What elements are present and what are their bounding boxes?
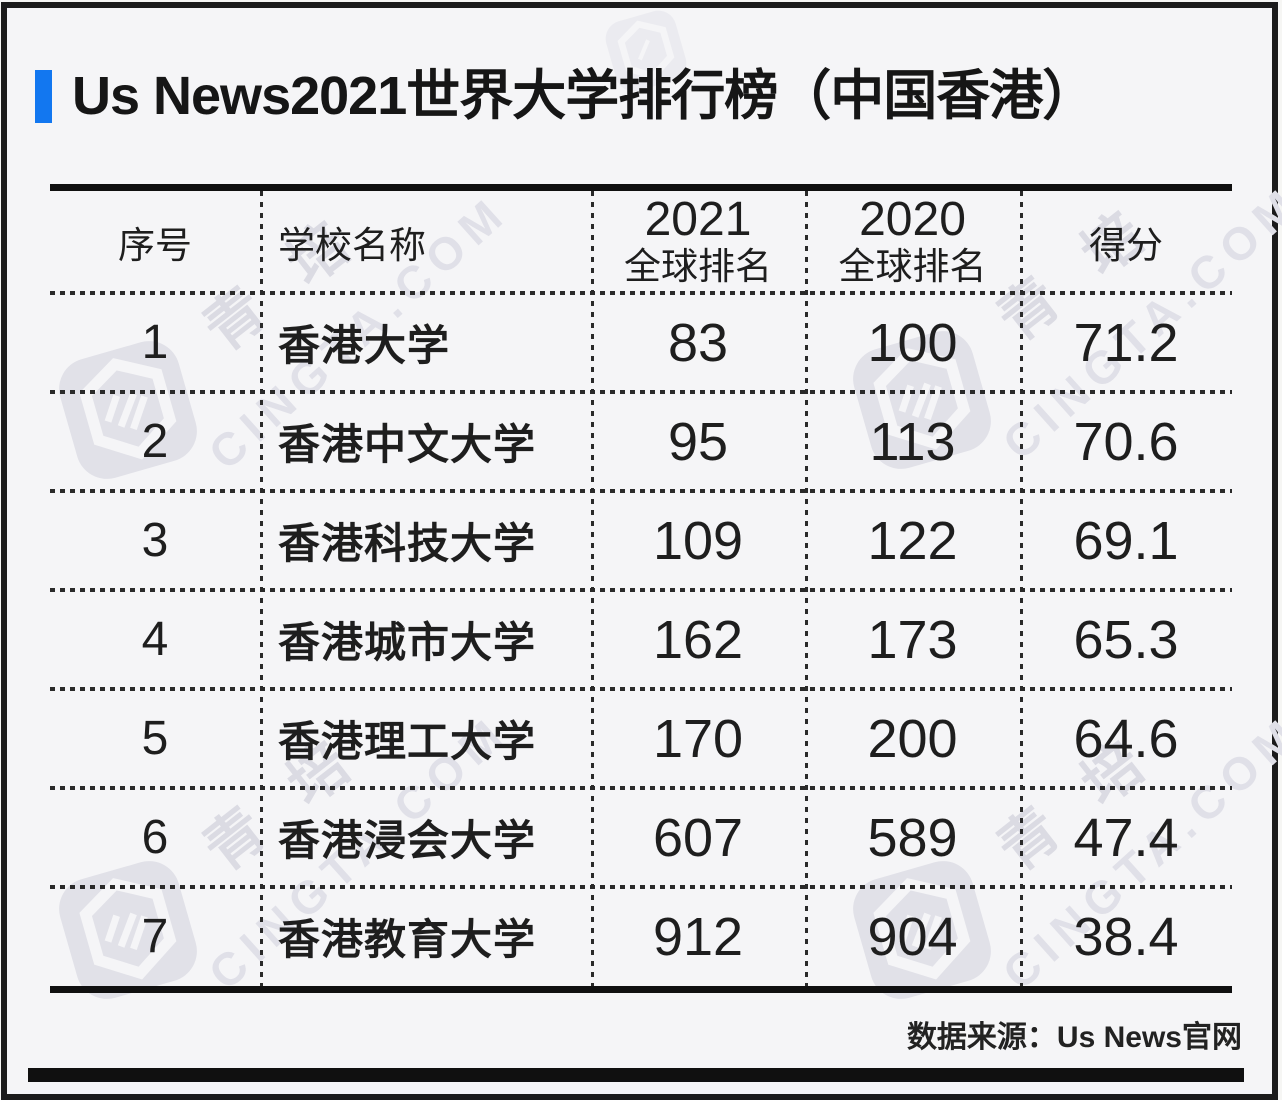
cell-score: 69.1: [1073, 510, 1179, 571]
source-note: 数据来源：Us News官网: [906, 1021, 1242, 1054]
table-row: 6 香港浸会大学 607 589 47.4: [50, 788, 1232, 887]
cell-school-name: 香港教育大学: [278, 916, 537, 963]
header-cell-rank2020: 2020 全球排名: [805, 191, 1020, 293]
cell-rank-2021: 95: [667, 411, 729, 472]
title-accent-bar: [35, 70, 52, 123]
table-row: 3 香港科技大学 109 122 69.1: [50, 491, 1232, 590]
cell-school-name: 香港理工大学: [278, 718, 537, 765]
cell-no: 7: [141, 910, 169, 963]
row-divider: [50, 489, 1232, 493]
rankings-table: 序号 学校名称 2021 全球排名 2020 全球排名 得分 1 香港大学 83…: [50, 184, 1232, 993]
cell-rank-2020: 904: [867, 906, 958, 967]
cell-score: 38.4: [1073, 906, 1179, 967]
cell-score: 71.2: [1073, 312, 1179, 373]
cell-score: 70.6: [1073, 411, 1179, 472]
cell-rank-2020: 200: [867, 708, 958, 769]
table-row: 7 香港教育大学 912 904 38.4: [50, 887, 1232, 986]
bottom-rule: [28, 1068, 1244, 1082]
cell-school-name: 香港城市大学: [278, 619, 537, 666]
watermark-logo-icon: [605, 10, 687, 97]
cell-no: 5: [141, 712, 169, 765]
cell-no: 2: [141, 415, 169, 468]
header-cell-no: 序号: [118, 225, 192, 266]
header-year-2020: 2020: [859, 193, 966, 246]
table-row: 2 香港中文大学 95 113 70.6: [50, 392, 1232, 491]
header-year-2021: 2021: [644, 193, 752, 246]
row-divider: [50, 291, 1232, 295]
row-divider: [50, 588, 1232, 592]
table-bottom-rule: [50, 986, 1232, 993]
table-row: 1 香港大学 83 100 71.2: [50, 293, 1232, 392]
cell-score: 65.3: [1073, 609, 1179, 670]
cell-rank-2020: 589: [867, 807, 958, 868]
cell-no: 1: [141, 316, 169, 369]
header-cell-rank2021: 2021 全球排名: [591, 191, 805, 293]
cell-score: 64.6: [1073, 708, 1179, 769]
table-row: 4 香港城市大学 162 173 65.3: [50, 590, 1232, 689]
page-title: Us News2021世界大学排行榜（中国香港）: [72, 66, 1096, 126]
row-divider: [50, 786, 1232, 790]
cell-rank-2021: 109: [652, 510, 744, 571]
table-row: 5 香港理工大学 170 200 64.6: [50, 689, 1232, 788]
cell-score: 47.4: [1073, 807, 1179, 868]
cell-no: 4: [141, 613, 169, 666]
cell-rank-2021: 83: [667, 312, 729, 373]
cell-no: 6: [141, 811, 169, 864]
cell-rank-2020: 113: [869, 411, 956, 472]
header-cell-name: 学校名称: [278, 225, 426, 266]
cell-school-name: 香港大学: [278, 322, 451, 369]
cell-rank-2020: 122: [867, 510, 958, 571]
cell-school-name: 香港科技大学: [278, 520, 537, 567]
cell-rank-2020: 100: [867, 312, 958, 373]
header-sublabel: 全球排名: [624, 246, 772, 287]
cell-rank-2020: 173: [867, 609, 958, 670]
cell-school-name: 香港浸会大学: [278, 817, 537, 864]
table-header-row: 序号 学校名称 2021 全球排名 2020 全球排名 得分: [50, 191, 1232, 293]
header-sublabel: 全球排名: [838, 246, 987, 287]
cell-rank-2021: 912: [652, 906, 744, 967]
watermark-logo-icon: [58, 340, 198, 480]
watermark-logo-icon: [852, 860, 992, 1000]
row-divider: [50, 885, 1232, 889]
cell-rank-2021: 170: [652, 708, 744, 769]
cell-no: 3: [141, 514, 169, 567]
cell-rank-2021: 162: [652, 609, 744, 670]
row-divider: [50, 687, 1232, 691]
cell-rank-2021: 607: [652, 807, 744, 868]
cell-school-name: 香港中文大学: [278, 421, 537, 468]
row-divider: [50, 390, 1232, 394]
table-top-rule: [50, 184, 1232, 191]
watermark-logo-icon: [58, 860, 198, 1000]
header-cell-score: 得分: [1089, 225, 1163, 266]
